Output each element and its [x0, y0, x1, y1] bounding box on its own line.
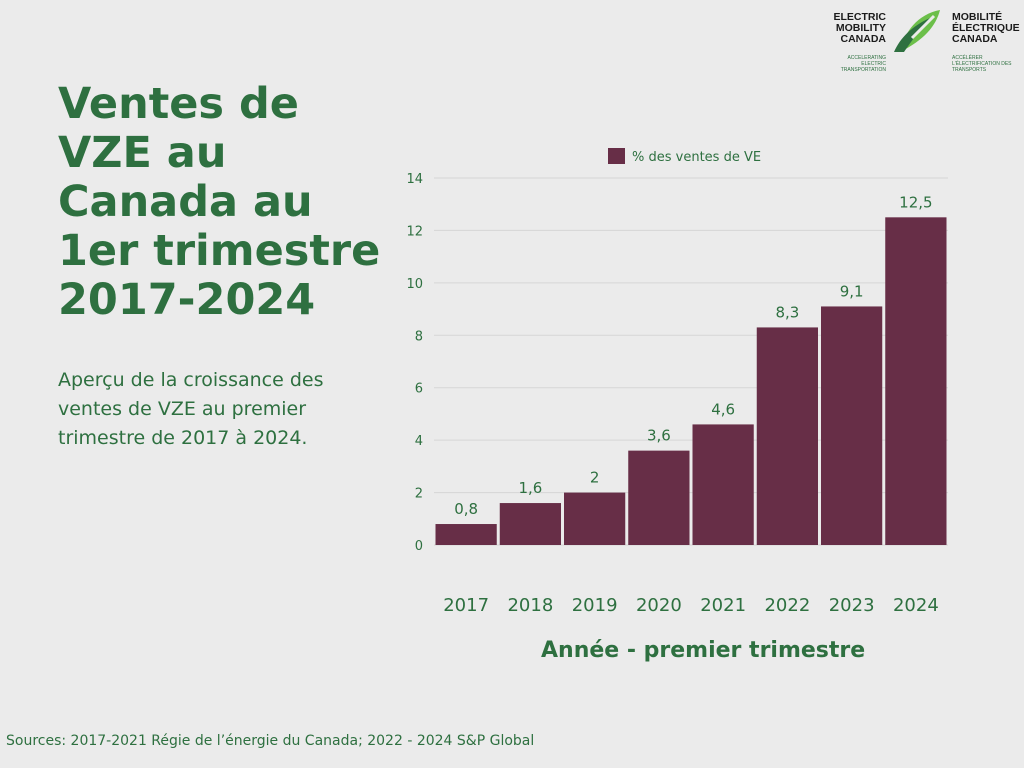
bar [628, 450, 690, 545]
bar-value-label: 4,6 [711, 400, 735, 418]
electric-mobility-canada-logo: ELECTRIC MOBILITY CANADA MOBILITÉ ÉLECTR… [828, 8, 1020, 73]
x-tick-label: 2017 [443, 595, 489, 616]
x-tick-label: 2021 [700, 595, 746, 616]
x-tick-label: 2019 [572, 595, 618, 616]
bar [756, 327, 818, 545]
x-tick-label: 2020 [636, 595, 682, 616]
x-tick-label: 2018 [507, 595, 553, 616]
y-tick-label: 6 [415, 382, 423, 397]
bar-value-label: 12,5 [899, 193, 932, 211]
y-tick-label: 14 [406, 172, 423, 187]
y-tick-label: 4 [415, 434, 423, 449]
y-tick-label: 2 [415, 487, 423, 502]
bar [564, 492, 626, 545]
bar [435, 524, 497, 545]
leaf-icon [894, 10, 940, 52]
y-tick-label: 12 [406, 224, 423, 239]
logo-text-en: ELECTRIC MOBILITY CANADA [833, 11, 887, 45]
bar-value-label: 0,8 [454, 500, 478, 518]
x-tick-label: 2022 [764, 595, 810, 616]
sources-note: Sources: 2017-2021 Régie de l’énergie du… [6, 733, 535, 749]
x-axis-title: Année - premier trimestre [541, 638, 866, 663]
bar [821, 306, 883, 545]
y-tick-label: 0 [415, 539, 423, 554]
bar-chart: 0 2 4 6 8 10 12 14 0,8 2017 1,6 2018 2 2019 3,6 2020 4,6… [406, 148, 948, 616]
legend-label: % des ventes de VE [632, 150, 761, 165]
bar-value-label: 2 [590, 469, 600, 487]
logo-tagline-fr: ACCÉLÉRER L'ÉLECTRIFICATION DES TRANSPOR… [952, 55, 1012, 73]
y-tick-label: 8 [415, 329, 423, 344]
x-tick-label: 2024 [893, 595, 939, 616]
chart-description: Aperçu de la croissance des ventes de VZ… [58, 369, 324, 449]
bar-value-label: 9,1 [840, 282, 864, 300]
logo-text-fr: MOBILITÉ ÉLECTRIQUE CANADA [952, 11, 1020, 45]
bar [499, 503, 561, 545]
y-tick-label: 10 [406, 277, 423, 292]
x-tick-label: 2023 [829, 595, 875, 616]
bar [692, 424, 754, 545]
bar-value-label: 3,6 [647, 427, 671, 445]
legend-swatch [608, 148, 625, 164]
bar-value-label: 8,3 [775, 303, 799, 321]
page-title: Ventes de VZE au Canada au 1er trimestre… [58, 79, 381, 325]
logo-tagline-en: ACCELERATING ELECTRIC TRANSPORTATION [840, 55, 886, 73]
bar [885, 217, 947, 546]
bar-value-label: 1,6 [518, 479, 542, 497]
